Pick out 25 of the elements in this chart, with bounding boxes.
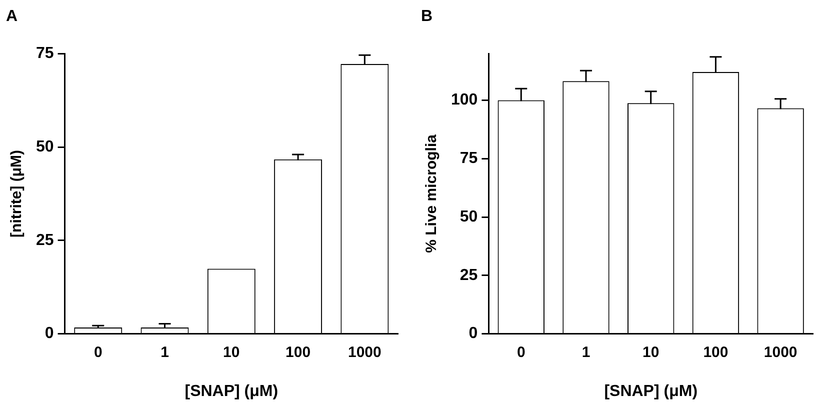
x-tick-label: 100 [703, 344, 728, 361]
y-tick-label: 100 [450, 92, 478, 109]
y-axis-title: [nitrite] (μM) [8, 150, 26, 238]
y-tick-label: 75 [460, 150, 478, 168]
y-tick-label: 50 [36, 138, 54, 156]
x-axis-title: [SNAP] (μM) [604, 382, 698, 400]
y-tick-label: 25 [460, 266, 478, 284]
x-axis-title: [SNAP] (μM) [184, 382, 278, 400]
chart-title: A [6, 8, 18, 26]
y-tick-label: 0 [44, 325, 54, 342]
x-tick-label: 1 [160, 344, 169, 361]
chart-title: B [421, 8, 433, 26]
y-tick-label: 25 [36, 232, 54, 249]
y-tick-label: 75 [36, 45, 54, 62]
x-tick-label: 10 [642, 344, 660, 361]
x-tick-label: 100 [286, 344, 311, 361]
x-tick-label: 0 [94, 344, 102, 361]
x-tick-label: 1 [582, 344, 590, 361]
x-tick-label: 0 [516, 344, 526, 361]
x-tick-label: 1000 [348, 344, 382, 361]
y-tick-label: 50 [460, 208, 478, 226]
y-tick-label: 0 [468, 325, 478, 342]
y-axis-title: % Live microglia [423, 134, 440, 253]
x-tick-label: 10 [223, 344, 240, 361]
x-tick-label: 1000 [764, 344, 798, 361]
